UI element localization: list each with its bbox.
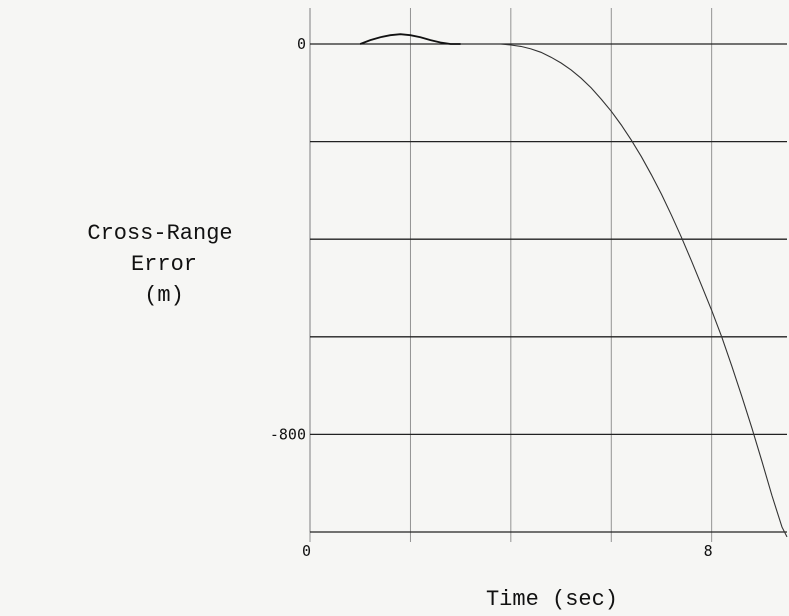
grid-layer — [310, 8, 787, 542]
x-tick-label-1: 8 — [704, 542, 713, 560]
tick-label-layer: 0 -800 0 8 — [270, 35, 713, 560]
series-layer — [360, 34, 787, 537]
x-tick-label-0: 0 — [302, 542, 311, 560]
y-tick-label-1: -800 — [270, 425, 306, 443]
y-tick-label-0: 0 — [297, 35, 306, 53]
y-axis-label-line-3: (m) — [144, 283, 184, 308]
series-0-line — [461, 44, 787, 537]
y-axis-label-line-1: Cross-Range — [87, 221, 232, 246]
x-axis-label: Time (sec) — [486, 587, 618, 612]
y-axis-label-line-2: Error — [131, 252, 197, 277]
